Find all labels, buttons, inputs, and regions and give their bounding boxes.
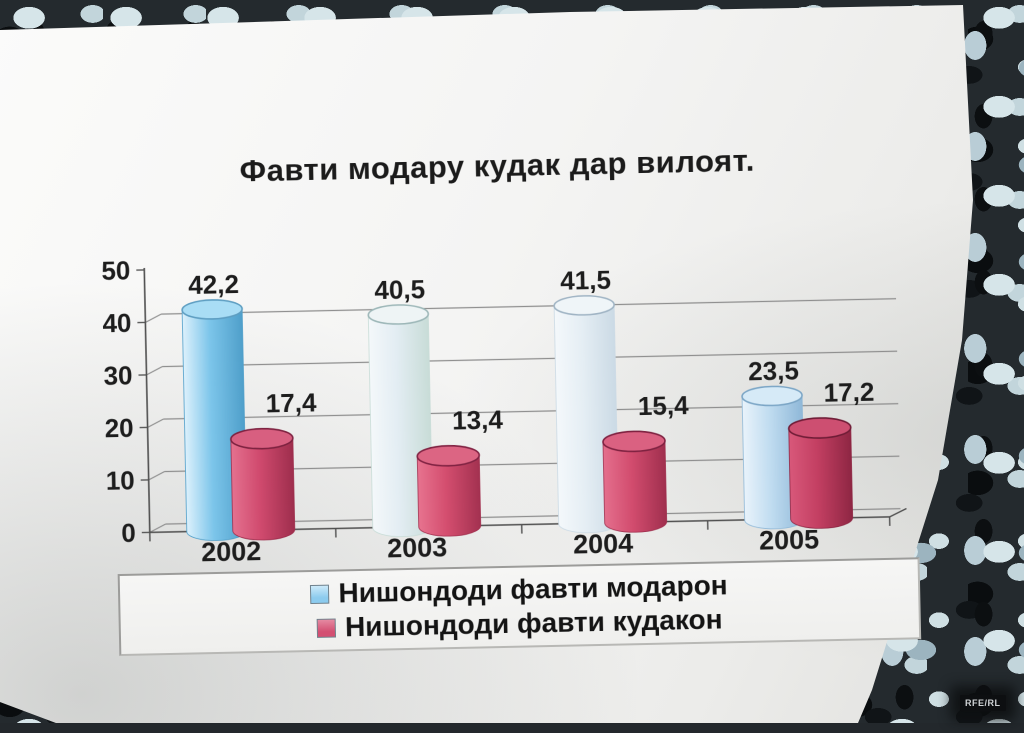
cylinder-top <box>554 295 614 315</box>
y-tick-label: 10 <box>105 465 135 496</box>
legend-label-children: Нишондоди фавти кудакон <box>345 603 723 643</box>
gridline <box>161 299 896 314</box>
gridline-connector <box>149 472 165 480</box>
value-label: 13,4 <box>452 405 504 436</box>
y-tick-label: 0 <box>121 518 136 548</box>
value-label: 42,2 <box>188 269 239 300</box>
cylinder-top <box>603 431 665 452</box>
cylinder-body <box>231 438 295 541</box>
gridline-connector <box>146 367 162 375</box>
y-tick-label: 50 <box>101 255 131 286</box>
y-tick-label: 20 <box>104 413 134 444</box>
cylinder-top <box>789 417 851 438</box>
bar-chart: 0 10 20 30 40 50 42,2 17,4 40,5 13,4 41,5 15,4 23,5 1… <box>89 223 926 575</box>
value-label: 40,5 <box>374 274 425 305</box>
category-label: 2004 <box>573 528 634 559</box>
gridline-connector <box>145 314 161 322</box>
legend-marker-mothers-icon <box>310 584 329 603</box>
value-label: 17,4 <box>265 388 317 419</box>
value-label: 23,5 <box>748 355 799 386</box>
cylinder-body <box>603 441 667 533</box>
cylinder-top <box>742 386 802 406</box>
cylinder-body <box>789 427 853 529</box>
category-label: 2005 <box>759 524 820 555</box>
cylinder-top <box>417 445 479 466</box>
rferl-watermark: RFE/RL <box>960 695 1006 711</box>
floor-right-edge <box>889 509 906 517</box>
cylinder-top <box>368 304 428 324</box>
y-tick-label: 40 <box>102 308 132 339</box>
gridline-connector <box>147 419 163 427</box>
legend-marker-children-icon <box>317 618 336 637</box>
value-label: 17,2 <box>823 377 874 408</box>
cylinder-body <box>417 455 481 537</box>
y-axis-line <box>144 268 150 532</box>
chart-title: Фавти модару кудак дар вилоят. <box>147 141 848 192</box>
gridline-connector <box>150 524 166 532</box>
legend-label-mothers: Нишондоди фавти модарон <box>338 569 728 609</box>
value-label: 41,5 <box>560 265 611 296</box>
category-label: 2002 <box>201 536 262 567</box>
legend-box: Нишондоди фавти модарон Нишондоди фавти … <box>118 557 922 656</box>
y-tick-label: 30 <box>103 360 133 391</box>
category-label: 2003 <box>387 532 448 563</box>
cylinder-top <box>231 428 293 449</box>
value-label: 15,4 <box>638 390 690 421</box>
cylinder-top <box>182 299 242 319</box>
legend-item-children: Нишондоди фавти кудакон <box>317 603 723 643</box>
